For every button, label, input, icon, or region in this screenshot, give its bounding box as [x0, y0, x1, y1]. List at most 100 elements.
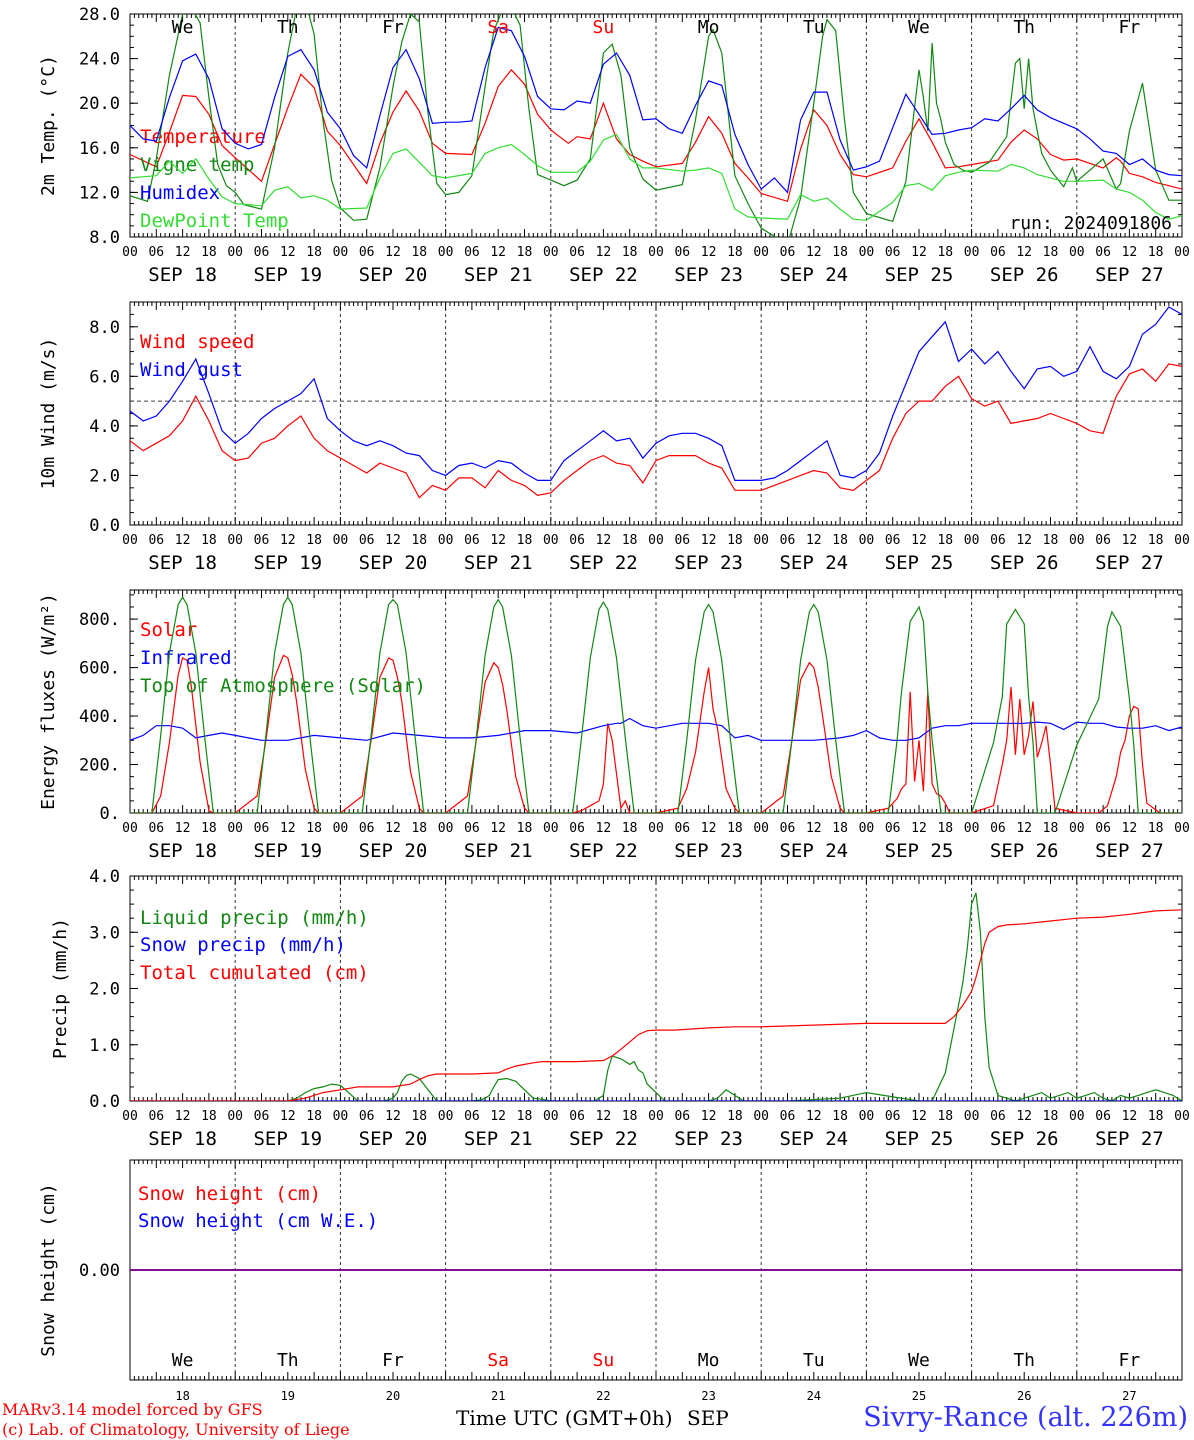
footer-copyright-label: (c) Lab. of Climatology, University of L… — [2, 1420, 350, 1439]
date-label: SEP 27 — [1095, 264, 1164, 286]
weekday-label: We — [172, 17, 194, 38]
series-liquid-precip-mm-h-line — [130, 892, 1182, 1101]
weekday-label: Fr — [1119, 1350, 1141, 1371]
y-tick-label: 600. — [79, 659, 120, 679]
hour-tick-label: 18 — [727, 245, 743, 260]
hour-tick-label: 12 — [1122, 1109, 1138, 1124]
date-label: SEP 20 — [359, 1128, 428, 1150]
weekday-label: Th — [277, 17, 299, 38]
series-total-cumulated-cm-line — [130, 909, 1182, 1101]
hour-tick-label: 18 — [517, 245, 533, 260]
hour-tick-label: 12 — [596, 1109, 612, 1124]
hour-tick-label: 18 — [306, 245, 322, 260]
legend-top-of-atmosphere-solar: Top of Atmosphere (Solar) — [140, 675, 426, 697]
day-number-label: 22 — [596, 1389, 610, 1403]
hour-tick-label: 18 — [411, 1109, 427, 1124]
hour-tick-label: 12 — [911, 1109, 927, 1124]
hour-tick-label: 12 — [701, 1109, 717, 1124]
legend-wind-speed: Wind speed — [140, 331, 254, 353]
hour-tick-label: 12 — [385, 533, 401, 548]
hour-tick-label: 00 — [648, 821, 664, 836]
hour-tick-label: 18 — [1148, 821, 1164, 836]
hour-tick-label: 00 — [1174, 245, 1190, 260]
weekday-label: We — [908, 17, 930, 38]
hour-tick-label: 00 — [122, 1109, 138, 1124]
weekday-label: Sa — [487, 17, 509, 38]
weekday-label: Th — [1013, 1350, 1035, 1371]
series-humidex-line — [130, 26, 1182, 194]
hour-tick-label: 12 — [701, 533, 717, 548]
hour-tick-label: 06 — [1095, 821, 1111, 836]
hour-tick-label: 12 — [385, 821, 401, 836]
date-label: SEP 26 — [990, 264, 1059, 286]
hour-tick-label: 00 — [964, 245, 980, 260]
hour-tick-label: 18 — [727, 821, 743, 836]
hour-tick-label: 06 — [148, 1109, 164, 1124]
hour-tick-label: 00 — [543, 533, 559, 548]
hour-tick-label: 00 — [753, 1109, 769, 1124]
panel-2: 0.0 2.0 4.0 6.0 8.0 10m Wind (m/s) Wind speed W… — [38, 301, 1190, 574]
date-label: SEP 22 — [569, 264, 638, 286]
y-tick-label: 200. — [79, 756, 120, 776]
hour-tick-label: 06 — [254, 1109, 270, 1124]
x-axis-label: Time UTC (GMT+0h) — [456, 1406, 673, 1430]
hour-tick-label: 18 — [1148, 533, 1164, 548]
day-number-label: 27 — [1122, 1389, 1136, 1403]
date-label: SEP 23 — [674, 840, 743, 862]
hour-tick-label: 06 — [569, 821, 585, 836]
hour-tick-label: 06 — [780, 245, 796, 260]
series-temperature-line — [130, 68, 1182, 203]
hour-tick-label: 18 — [201, 245, 217, 260]
hour-tick-label: 12 — [806, 1109, 822, 1124]
hour-tick-label: 18 — [937, 533, 953, 548]
panel-1: 8.012.016.020.024.028.02m Temp. (°C) Temp… — [38, 5, 1190, 286]
hour-tick-label: 18 — [201, 533, 217, 548]
hour-tick-label: 06 — [1095, 245, 1111, 260]
hour-tick-label: 12 — [1016, 821, 1032, 836]
y-tick-label: 0. — [100, 804, 120, 824]
hour-tick-label: 12 — [385, 245, 401, 260]
hour-tick-label: 12 — [911, 245, 927, 260]
weekday-label: Fr — [382, 17, 404, 38]
station-title: Sivry-Rance (alt. 226m) — [863, 1402, 1188, 1433]
hour-tick-label: 18 — [832, 1109, 848, 1124]
y-axis-label: 2m Temp. (°C) — [38, 55, 59, 196]
hour-tick-label: 00 — [964, 533, 980, 548]
hour-tick-label: 00 — [438, 533, 454, 548]
date-label: SEP 23 — [674, 552, 743, 574]
y-tick-label: 2.0 — [89, 466, 120, 486]
hour-tick-label: 06 — [359, 533, 375, 548]
hour-tick-label: 12 — [911, 533, 927, 548]
y-tick-label: 6.0 — [89, 367, 120, 387]
hour-tick-label: 06 — [569, 1109, 585, 1124]
legend-total-cumulated-cm: Total cumulated (cm) — [140, 962, 369, 984]
date-label: SEP 19 — [253, 840, 322, 862]
date-label: SEP 27 — [1095, 552, 1164, 574]
hour-tick-label: 18 — [201, 1109, 217, 1124]
date-label: SEP 19 — [253, 264, 322, 286]
day-number-label: 24 — [807, 1389, 821, 1403]
hour-tick-label: 00 — [964, 1109, 980, 1124]
hour-tick-label: 06 — [359, 821, 375, 836]
hour-tick-label: 12 — [596, 533, 612, 548]
panel-5: 0.00 Snow height (cm) Snow height (cm) Snow… — [38, 1159, 1183, 1403]
weekday-label: Th — [277, 1350, 299, 1371]
hour-tick-label: 00 — [1069, 245, 1085, 260]
hour-tick-label: 12 — [280, 245, 296, 260]
legend-infrared: Infrared — [140, 647, 232, 669]
date-label: SEP 22 — [569, 840, 638, 862]
weekday-label: Th — [1013, 17, 1035, 38]
weekday-label: We — [908, 1350, 930, 1371]
y-tick-label: 0.0 — [89, 1092, 120, 1112]
date-label: SEP 20 — [359, 840, 428, 862]
hour-tick-label: 12 — [911, 821, 927, 836]
hour-tick-label: 00 — [1069, 1109, 1085, 1124]
hour-tick-label: 18 — [832, 533, 848, 548]
hour-tick-label: 18 — [1148, 245, 1164, 260]
hour-tick-label: 12 — [596, 245, 612, 260]
hour-tick-label: 06 — [464, 533, 480, 548]
hour-tick-label: 00 — [333, 821, 349, 836]
date-label: SEP 21 — [464, 840, 533, 862]
date-label: SEP 27 — [1095, 840, 1164, 862]
